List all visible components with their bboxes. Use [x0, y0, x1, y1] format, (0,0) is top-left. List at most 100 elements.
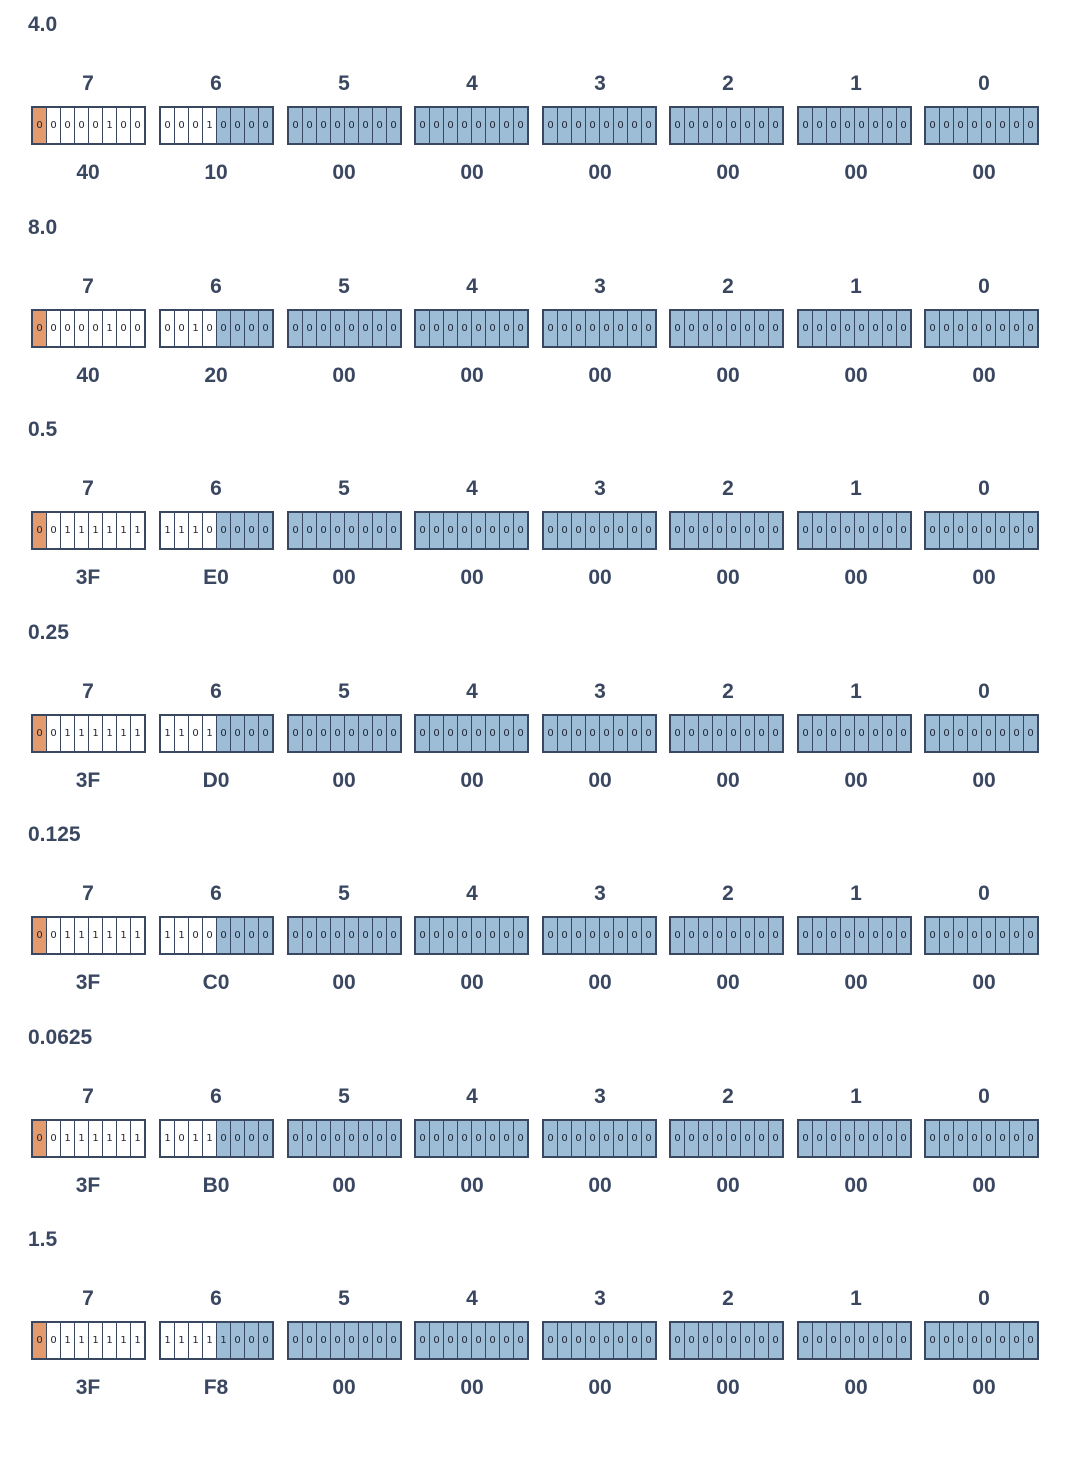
mantissa-bit: 0 [216, 918, 230, 953]
mantissa-bit: 0 [953, 918, 967, 953]
mantissa-bit: 0 [684, 716, 698, 751]
mantissa-bit: 0 [826, 1323, 840, 1358]
mantissa-bit: 0 [953, 716, 967, 751]
mantissa-bit: 0 [513, 716, 527, 751]
mantissa-bit: 0 [386, 108, 400, 143]
exponent-bit: 1 [74, 716, 88, 751]
mantissa-bit: 0 [995, 1121, 1009, 1156]
mantissa-bit: 0 [358, 311, 372, 346]
mantissa-bit: 0 [544, 1323, 557, 1358]
mantissa-bit: 0 [882, 513, 896, 548]
byte-index-label: 3 [594, 72, 606, 95]
exponent-bit: 1 [202, 1323, 216, 1358]
byte-index-label: 6 [210, 477, 222, 500]
exponent-bit: 1 [102, 311, 116, 346]
byte-index-label: 3 [594, 680, 606, 703]
hex-byte-label: 00 [844, 364, 868, 387]
mantissa-bit: 0 [599, 918, 613, 953]
byte-index-label: 7 [82, 882, 94, 905]
mantissa-bit: 0 [967, 716, 981, 751]
mantissa-bit: 0 [981, 513, 995, 548]
mantissa-bit: 0 [358, 918, 372, 953]
mantissa-bit: 0 [799, 311, 812, 346]
mantissa-bit: 0 [981, 1121, 995, 1156]
exponent-bit: 0 [46, 1323, 60, 1358]
hex-byte-label: E0 [203, 566, 229, 589]
mantissa-bit: 0 [330, 716, 344, 751]
mantissa-bit: 0 [471, 918, 485, 953]
mantissa-bit: 0 [216, 513, 230, 548]
mantissa-bit: 0 [471, 311, 485, 346]
mantissa-bit: 0 [1009, 311, 1023, 346]
mantissa-bit: 0 [316, 716, 330, 751]
mantissa-bit: 0 [953, 513, 967, 548]
mantissa-bit: 0 [868, 1323, 882, 1358]
byte-index-label: 4 [466, 882, 478, 905]
mantissa-bit: 0 [712, 108, 726, 143]
exponent-bit: 1 [130, 1121, 144, 1156]
byte-index-label: 1 [850, 680, 862, 703]
exponent-bit: 0 [60, 108, 74, 143]
exponent-bit: 1 [88, 1323, 102, 1358]
exponent-bit: 0 [188, 108, 202, 143]
mantissa-bit: 0 [896, 716, 910, 751]
byte-index-label: 7 [82, 477, 94, 500]
mantissa-bit: 0 [627, 513, 641, 548]
mantissa-bit: 0 [513, 1121, 527, 1156]
exponent-bit: 1 [130, 918, 144, 953]
exponent-bit: 0 [46, 716, 60, 751]
mantissa-bit: 0 [641, 1323, 655, 1358]
mantissa-bit: 0 [230, 108, 244, 143]
mantissa-bit: 0 [316, 108, 330, 143]
mantissa-bit: 0 [316, 311, 330, 346]
mantissa-bit: 0 [627, 311, 641, 346]
value-title: 0.125 [28, 823, 81, 846]
mantissa-bit: 0 [289, 311, 302, 346]
mantissa-bit: 0 [344, 1121, 358, 1156]
exponent-bit: 1 [188, 311, 202, 346]
mantissa-bit: 0 [726, 311, 740, 346]
mantissa-bit: 0 [1023, 716, 1037, 751]
hex-byte-label: 3F [75, 1376, 101, 1399]
mantissa-bit: 0 [698, 513, 712, 548]
exponent-bit: 0 [174, 311, 188, 346]
mantissa-bit: 0 [768, 918, 782, 953]
mantissa-bit: 0 [416, 513, 429, 548]
mantissa-bit: 0 [712, 1323, 726, 1358]
mantissa-bit: 0 [258, 513, 272, 548]
hex-byte-label: 00 [716, 1376, 740, 1399]
hex-byte-label: 00 [844, 1174, 868, 1197]
hex-byte-label: 00 [972, 161, 996, 184]
hex-byte-label: 00 [844, 566, 868, 589]
mantissa-bit: 0 [344, 716, 358, 751]
byte-index-label: 6 [210, 72, 222, 95]
exponent-bit: 0 [174, 1121, 188, 1156]
exponent-bit: 0 [46, 311, 60, 346]
mantissa-bit: 0 [599, 1323, 613, 1358]
mantissa-bit: 0 [302, 1121, 316, 1156]
mantissa-bit: 0 [882, 108, 896, 143]
mantissa-bit: 0 [939, 918, 953, 953]
hex-byte-label: 00 [716, 1174, 740, 1197]
exponent-bit: 1 [202, 1121, 216, 1156]
mantissa-bit: 0 [967, 311, 981, 346]
mantissa-bit: 0 [613, 108, 627, 143]
byte-index-label: 4 [466, 1287, 478, 1310]
mantissa-bit: 0 [967, 108, 981, 143]
mantissa-bit: 0 [684, 311, 698, 346]
mantissa-bit: 0 [443, 716, 457, 751]
exponent-bit: 1 [188, 1323, 202, 1358]
exponent-bit: 1 [174, 1323, 188, 1358]
mantissa-bit: 0 [740, 108, 754, 143]
mantissa-bit: 0 [712, 311, 726, 346]
mantissa-bit: 0 [926, 311, 939, 346]
